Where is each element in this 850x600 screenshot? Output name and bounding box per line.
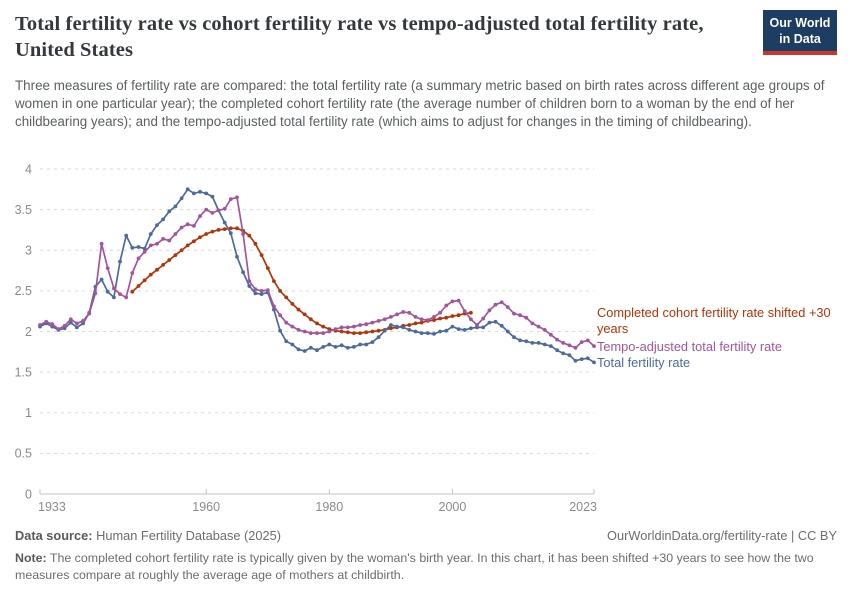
svg-text:1960: 1960 <box>192 500 220 514</box>
svg-text:2: 2 <box>25 325 32 339</box>
footnote: Note: The completed cohort fertility rat… <box>15 550 837 584</box>
y-axis-labels: 0 0.5 1 1.5 2 2.5 3 3.5 4 <box>15 162 32 501</box>
legend-label-total-fertility-rate: Total fertility rate <box>597 355 691 370</box>
data-source-label: Data source: <box>15 528 93 543</box>
data-source-value: Human Fertility Database (2025) <box>92 528 282 543</box>
svg-text:3.5: 3.5 <box>15 203 32 217</box>
owid-logo: Our World in Data <box>763 10 837 55</box>
svg-text:2000: 2000 <box>439 500 467 514</box>
svg-text:0: 0 <box>25 487 32 501</box>
fertility-line-chart: 0 0.5 1 1.5 2 2.5 3 3.5 4 1933 1960 1980 2000 2023 <box>15 162 597 514</box>
svg-text:0.5: 0.5 <box>15 447 32 461</box>
svg-text:4: 4 <box>25 162 32 176</box>
series-total-fertility-rate <box>38 187 596 365</box>
chart-subtitle: Three measures of fertility rate are com… <box>15 78 825 129</box>
owid-logo-line1: Our World <box>769 16 831 30</box>
svg-text:2.5: 2.5 <box>15 284 32 298</box>
footnote-text: The completed cohort fertility rate is t… <box>15 551 814 583</box>
svg-text:3: 3 <box>25 244 32 258</box>
series-completed-cohort-fertility-rate-shifted-30-years <box>130 226 473 335</box>
owid-logo-line2: in Data <box>779 32 821 46</box>
x-axis-labels: 1933 1960 1980 2000 2023 <box>38 489 597 514</box>
legend-label-completed-cohort-fertility-rate: Completed cohort fertility rate shifted … <box>597 305 831 336</box>
legend-label-tempo-adjusted-total-fertility-rate: Tempo-adjusted total fertility rate <box>597 339 782 354</box>
chart-area: 0 0.5 1 1.5 2 2.5 3 3.5 4 1933 1960 1980 2000 2023 Co… <box>0 158 850 526</box>
svg-text:1933: 1933 <box>38 500 66 514</box>
svg-text:2023: 2023 <box>569 500 597 514</box>
data-source: Data source: Human Fertility Database (2… <box>15 528 281 543</box>
attribution-link[interactable]: OurWorldinData.org/fertility-rate | CC B… <box>607 528 837 543</box>
page-title: Total fertility rate vs cohort fertility… <box>15 13 704 61</box>
footnote-label: Note: <box>15 551 47 565</box>
svg-text:1980: 1980 <box>315 500 343 514</box>
svg-text:1: 1 <box>25 406 32 420</box>
chart-footer: Data source: Human Fertility Database (2… <box>15 528 837 584</box>
series-tempo-adjusted-total-fertility-rate <box>38 195 596 350</box>
svg-text:1.5: 1.5 <box>15 365 32 379</box>
